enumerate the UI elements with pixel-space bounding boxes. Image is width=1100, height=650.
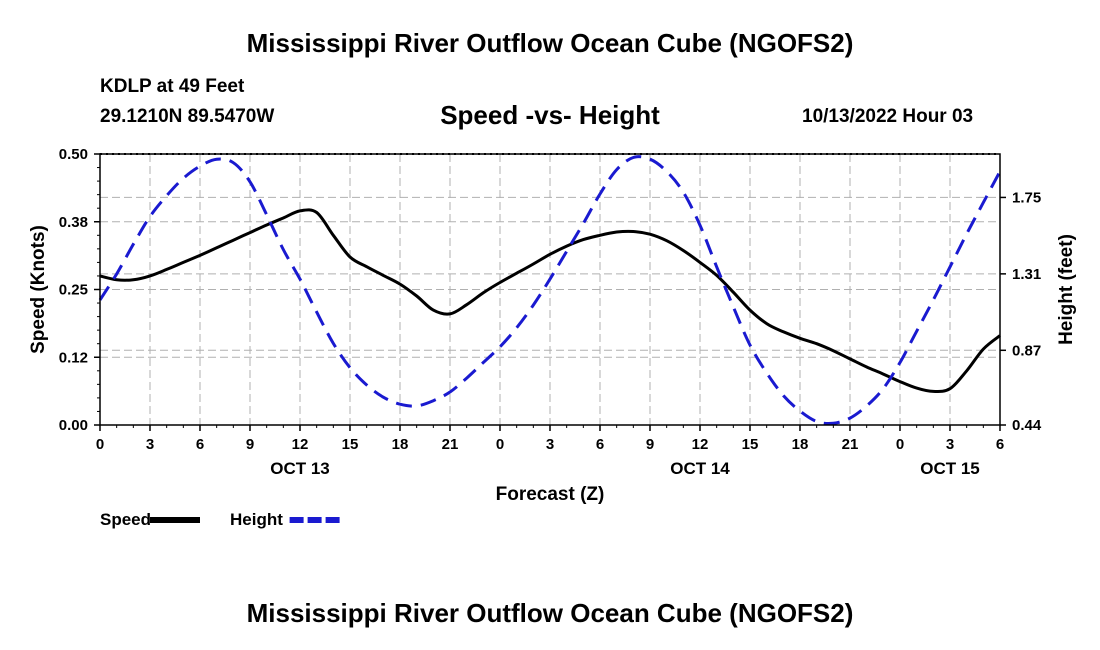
x-tick-label: 12: [692, 436, 709, 453]
y2-tick-label: 1.31: [1012, 266, 1041, 283]
x-tick-label: 0: [896, 436, 904, 453]
y-tick-label: 0.38: [59, 214, 88, 231]
y-tick-label: 0.50: [59, 146, 88, 163]
x-tick-label: 6: [996, 436, 1004, 453]
coordinates-label: 29.1210N 89.5470W: [100, 106, 275, 127]
x-tick-label: 12: [292, 436, 309, 453]
x-tick-label: 21: [442, 436, 459, 453]
x-tick-label: 15: [742, 436, 759, 453]
axes-layer: [94, 153, 1006, 431]
repeated-main-title: Mississippi River Outflow Ocean Cube (NG…: [246, 598, 854, 628]
y-tick-label: 0.12: [59, 349, 88, 366]
x-tick-label: 0: [496, 436, 504, 453]
y2-tick-label: 1.75: [1012, 189, 1041, 206]
y-tick-label: 0.00: [59, 417, 88, 434]
label-layer: 0 3 6 9 12 15 18 21 0 3 6 9 12 15 18 21 0 3 6 0.00 0.12 0.25 0…: [28, 146, 1077, 529]
chart-subtitle: Speed -vs- Height: [440, 100, 660, 130]
y-axis-title: Speed (Knots): [28, 225, 49, 354]
x-tick-label: 21: [842, 436, 859, 453]
x-axis-title: Forecast (Z): [496, 484, 605, 505]
x-tick-label: 18: [792, 436, 809, 453]
y2-tick-label: 0.87: [1012, 342, 1041, 359]
date-label: OCT 14: [670, 459, 730, 478]
x-tick-label: 3: [146, 436, 154, 453]
x-tick-label: 18: [392, 436, 409, 453]
chart-main-title: Mississippi River Outflow Ocean Cube (NG…: [246, 28, 854, 58]
x-tick-label: 9: [246, 436, 254, 453]
y2-axis-title: Height (feet): [1056, 234, 1077, 345]
date-label: OCT 13: [270, 459, 330, 478]
series-line-height: [98, 155, 1002, 426]
x-tick-label: 6: [596, 436, 604, 453]
grid-layer: [100, 154, 1000, 426]
x-tick-label: 15: [342, 436, 359, 453]
y2-tick-label: 0.44: [1012, 417, 1042, 434]
series-layer: [98, 155, 1002, 426]
forecast-datetime: 10/13/2022 Hour 03: [802, 106, 974, 127]
station-label: KDLP at 49 Feet: [100, 76, 245, 97]
legend-label-speed: Speed: [100, 510, 151, 529]
date-label: OCT 15: [920, 459, 980, 478]
x-tick-label: 0: [96, 436, 104, 453]
legend-label-height: Height: [230, 510, 283, 529]
x-tick-label: 6: [196, 436, 204, 453]
x-tick-label: 3: [946, 436, 954, 453]
series-line-speed: [99, 208, 1001, 393]
y-tick-label: 0.25: [59, 282, 88, 299]
x-tick-label: 3: [546, 436, 554, 453]
x-tick-label: 9: [646, 436, 654, 453]
